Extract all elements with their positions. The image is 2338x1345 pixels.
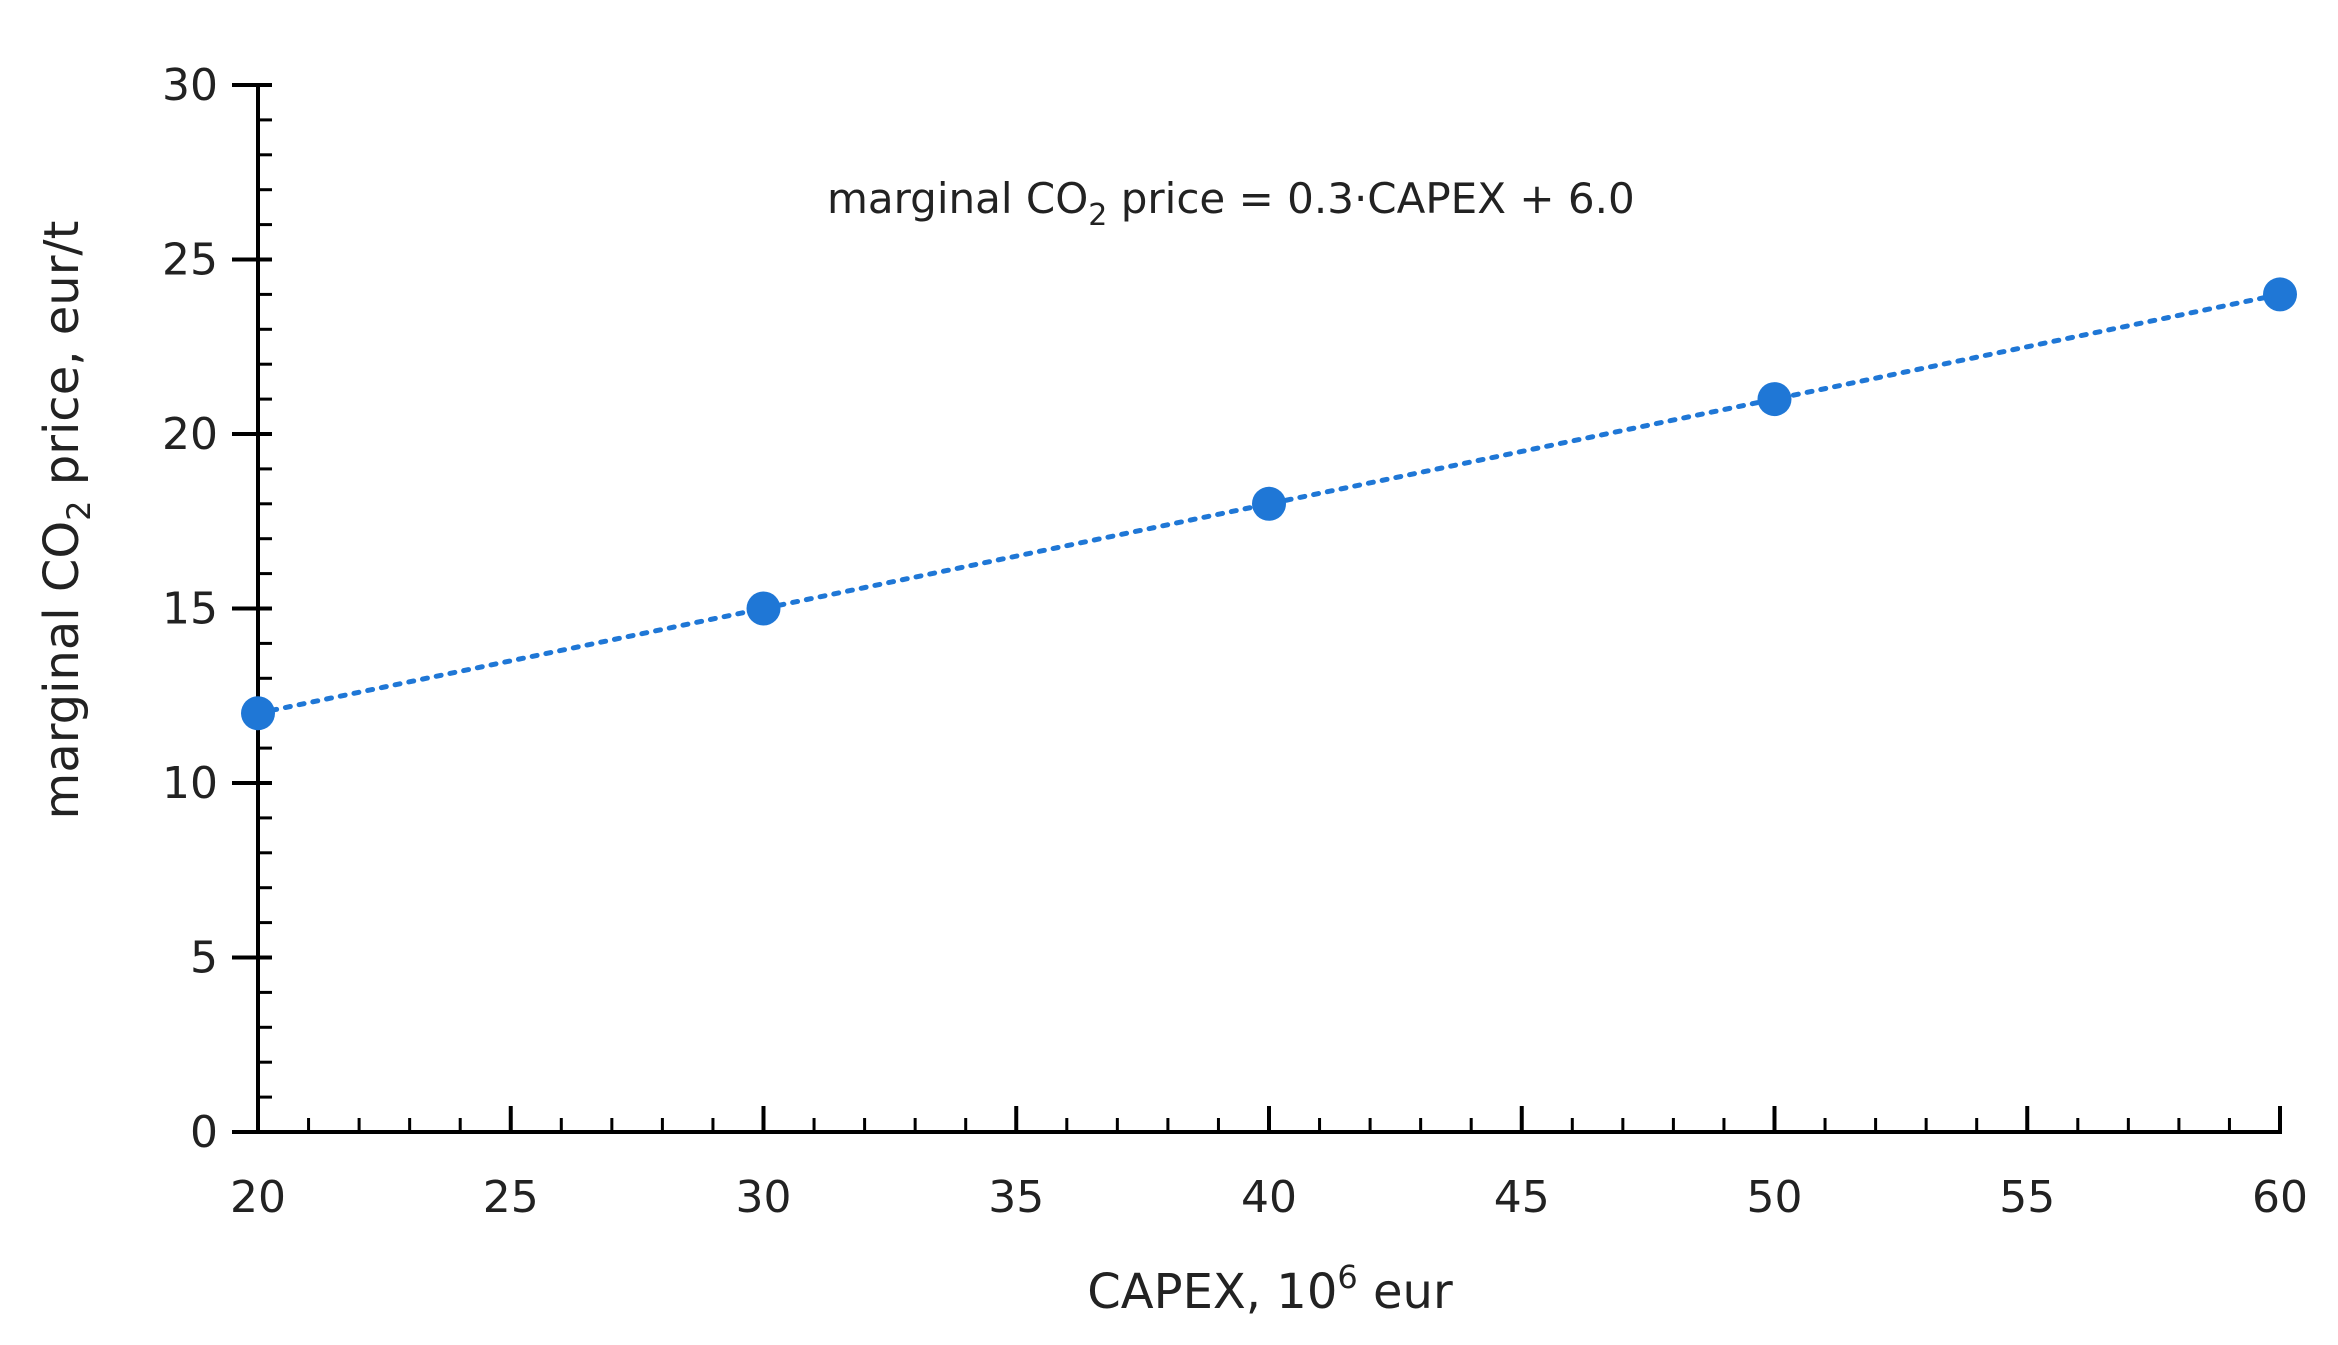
x-tick-label: 50	[1747, 1172, 1803, 1223]
points-layer	[241, 277, 2297, 731]
regression-equation-annotation: marginal CO2 price = 0.3·CAPEX + 6.0	[827, 174, 1635, 233]
trendline-layer	[255, 291, 2283, 716]
y-tick-label: 15	[162, 584, 218, 635]
y-tick-label: 0	[190, 1107, 218, 1158]
x-tick-label: 25	[483, 1172, 539, 1223]
x-tick-label: 20	[230, 1172, 286, 1223]
y-tick-label: 10	[162, 758, 218, 809]
x-axis-title: CAPEX, 106 eur	[1087, 1258, 1453, 1320]
y-tick-label: 20	[162, 409, 218, 460]
data-point	[241, 696, 275, 731]
y-tick-label: 30	[162, 60, 218, 111]
x-tick-label: 35	[988, 1172, 1044, 1223]
axes: 0 5 10 15 20 25 30 20 25 30 35 40 45 50 55 60	[162, 60, 2308, 1223]
x-tick-label: 30	[736, 1172, 792, 1223]
x-tick-label: 60	[2252, 1172, 2308, 1223]
data-point	[746, 591, 781, 626]
x-tick-label: 40	[1241, 1172, 1297, 1223]
data-point	[2263, 277, 2297, 312]
trendline	[255, 291, 2283, 716]
data-point	[1757, 382, 1792, 417]
y-tick-label: 5	[190, 933, 218, 984]
x-tick-label: 55	[1999, 1172, 2055, 1223]
data-point	[1252, 486, 1286, 521]
y-tick-label: 25	[162, 235, 218, 286]
x-tick-label: 45	[1494, 1172, 1550, 1223]
y-axis-title: marginal CO2 price, eur/t	[34, 221, 98, 820]
